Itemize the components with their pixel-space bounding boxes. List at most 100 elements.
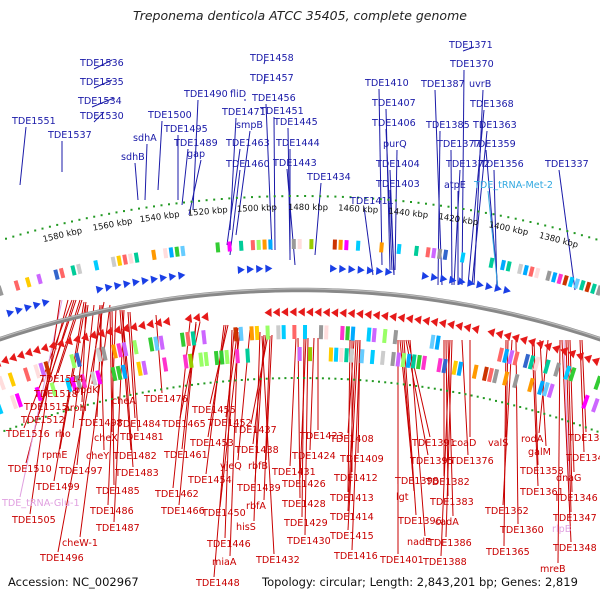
inner-tick-dot	[92, 402, 95, 405]
reverse-gene-arrow	[113, 325, 122, 335]
reverse-gene-arrow	[81, 332, 89, 342]
cog-band-forward	[250, 240, 256, 251]
cog-band-reverse	[429, 334, 436, 350]
bottom-gene-label: miaA	[212, 557, 237, 568]
cog-band-reverse-inner	[234, 349, 240, 364]
inner-tick-dot	[421, 385, 424, 388]
reverse-gene-arrow	[331, 308, 339, 318]
inner-tick-dot	[56, 412, 59, 415]
bottom-connector	[51, 299, 81, 389]
outer-tick-dot	[168, 203, 170, 206]
outer-tick-dot	[273, 195, 276, 198]
cog-band-reverse	[238, 326, 244, 342]
inner-tick-dot	[567, 420, 570, 423]
forward-gene-arrow	[366, 266, 374, 275]
cog-band-forward	[180, 245, 186, 257]
inner-tick-dot	[543, 412, 546, 415]
bottom-gene-label: TDE1448	[195, 578, 240, 589]
top-connector	[263, 74, 266, 85]
bottom-gene-label: TDE1413	[329, 493, 374, 504]
cog-band-reverse-inner	[297, 347, 302, 361]
top-connector	[91, 97, 115, 108]
bottom-gene-label: ppdK	[74, 385, 99, 396]
cog-band-reverse	[265, 325, 270, 340]
reverse-gene-arrow	[121, 323, 130, 333]
outer-tick-dot	[213, 198, 216, 201]
cog-band-forward	[122, 254, 128, 265]
cog-band-forward	[500, 259, 506, 271]
top-connector	[273, 116, 276, 251]
reverse-gene-arrow	[405, 314, 414, 324]
forward-gene-arrow	[6, 309, 15, 318]
forward-gene-arrow	[168, 272, 177, 281]
cog-band-reverse	[233, 327, 239, 342]
inner-tick-dot	[596, 430, 599, 433]
bottom-gene-label: dnaG	[556, 473, 581, 484]
inner-tick-dot	[402, 383, 405, 386]
top-gene-label: TDE1495	[163, 124, 208, 135]
bottom-gene-label: TDE1431	[271, 467, 316, 478]
bottom-gene-label: TDE1408	[329, 434, 374, 445]
top-connector	[437, 130, 441, 286]
inner-tick-dot	[573, 422, 575, 425]
bottom-connector	[304, 337, 309, 536]
cog-band-reverse-inner	[198, 352, 204, 367]
bottom-gene-label: TDE1401	[379, 555, 424, 566]
bottom-gene-label: TDE1497	[58, 466, 103, 477]
bottom-connector	[533, 339, 539, 466]
inner-tick-dot	[166, 387, 169, 390]
top-gene-label: TDE1536	[79, 58, 124, 69]
inner-tick-dot	[513, 404, 516, 407]
bottom-connector	[59, 301, 87, 450]
outer-tick-dot	[288, 195, 291, 197]
bottom-gene-label: TDE1376	[449, 456, 494, 467]
bottom-gene-label: TDE1439	[236, 483, 281, 494]
inner-tick-dot	[519, 406, 522, 408]
bottom-connector	[81, 304, 87, 403]
reverse-gene-arrow	[184, 313, 193, 323]
top-gene-label: TDE1451	[259, 106, 304, 117]
outer-tick-dot	[326, 195, 329, 198]
outer-tick-dot	[440, 204, 442, 207]
forward-gene-arrow	[339, 264, 347, 273]
forward-gene-arrow	[348, 265, 356, 274]
outer-tick-dot	[19, 233, 22, 236]
outer-tick-dot	[379, 198, 382, 201]
outer-tick-dot	[349, 196, 352, 199]
inner-tick-dot	[365, 379, 368, 382]
reverse-gene-arrow	[105, 326, 114, 336]
top-connector	[363, 206, 374, 276]
top-connector	[188, 159, 202, 216]
cog-band-reverse-inner	[141, 360, 148, 376]
outer-tick-dot	[26, 231, 29, 234]
reverse-gene-arrow	[281, 307, 289, 317]
bottom-gene-label: TDE1510	[7, 464, 52, 475]
bottom-gene-label: aroH	[64, 403, 87, 414]
cog-band-reverse	[179, 332, 186, 347]
inner-tick-dot	[488, 398, 491, 401]
reverse-gene-arrow	[487, 328, 496, 338]
bottom-gene-label: TDE1485	[95, 486, 140, 497]
reverse-gene-arrow	[1, 355, 10, 365]
outer-tick-dot	[425, 202, 427, 205]
top-gene-label: TDE1456	[251, 93, 296, 104]
cog-band-forward	[238, 240, 244, 251]
top-connector	[450, 149, 453, 286]
bottom-gene-label: TDE1343	[567, 433, 600, 444]
bottom-connector	[561, 339, 572, 543]
top-connector	[389, 189, 395, 276]
top-gene-label: sdhA	[133, 133, 157, 144]
bottom-gene-label: TDE1484	[116, 419, 161, 430]
top-connector	[93, 79, 113, 89]
inner-tick-dot	[470, 394, 473, 397]
top-gene-label: TDE1458	[249, 53, 294, 64]
reverse-gene-arrow	[73, 334, 81, 344]
bottom-gene-label: cheA	[112, 396, 136, 407]
outer-tick-dot	[243, 196, 246, 199]
top-connector	[263, 59, 266, 65]
top-gene-label: TDE1377	[436, 139, 481, 150]
cog-band-forward	[396, 243, 402, 255]
reverse-gene-arrow	[40, 343, 49, 352]
inner-tick-dot	[531, 409, 534, 412]
cog-band-reverse	[302, 324, 308, 340]
